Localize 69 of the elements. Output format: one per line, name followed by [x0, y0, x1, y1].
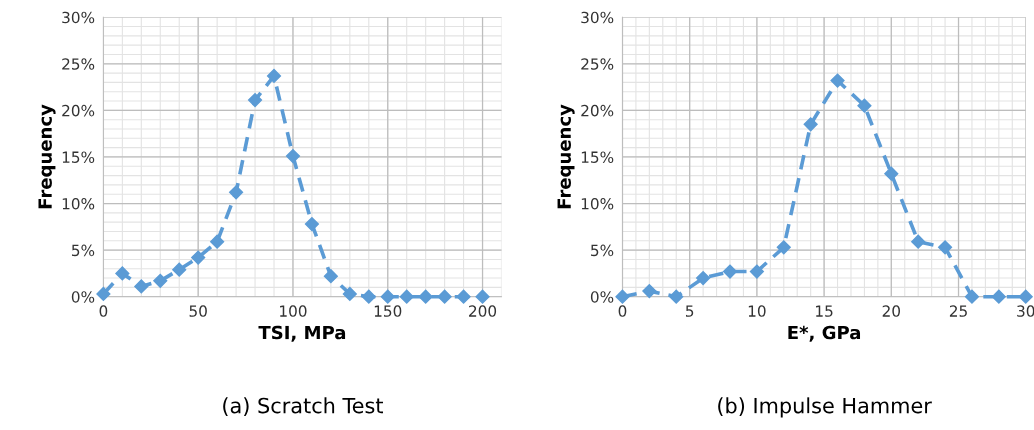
y-tick-label: 10%	[62, 198, 95, 210]
x-axis-title: TSI, MPa	[258, 325, 346, 342]
y-tick-label: 30%	[581, 11, 614, 24]
y-tick-label: 5%	[72, 244, 95, 257]
point	[475, 289, 490, 304]
x-axis-title: E*, GPa	[788, 325, 861, 342]
point	[361, 289, 376, 304]
point	[229, 185, 244, 200]
x-tick-label: 50	[189, 305, 207, 317]
point	[399, 289, 414, 304]
point	[172, 262, 187, 277]
point	[191, 250, 206, 265]
point	[615, 289, 630, 304]
point	[134, 279, 149, 294]
point	[884, 166, 899, 181]
point	[776, 240, 791, 255]
point	[991, 289, 1006, 304]
y-tick-label: 30%	[62, 11, 95, 24]
point	[911, 234, 926, 249]
point	[642, 284, 657, 299]
point	[285, 148, 301, 164]
point	[696, 270, 711, 286]
x-tick-label: 0	[618, 305, 627, 317]
point	[380, 289, 395, 304]
x-tick-label: 20	[882, 305, 901, 317]
point	[323, 269, 338, 284]
x-tick-label: 0	[99, 305, 108, 317]
point	[437, 289, 452, 304]
point	[210, 234, 225, 249]
y-tick-label: 20%	[581, 104, 614, 117]
point	[304, 216, 320, 232]
x-tick-label: 150	[374, 305, 402, 317]
point	[722, 264, 738, 279]
y-tick-label: 25%	[62, 58, 95, 70]
y-tick-label: 20%	[62, 104, 95, 117]
x-tick-label: 15	[816, 305, 833, 317]
point	[96, 286, 111, 301]
x-tick-label: 10	[748, 305, 766, 317]
x-tick-label: 5	[686, 305, 694, 317]
text: (a) Scratch Test	[223, 397, 384, 416]
point	[857, 98, 872, 113]
point	[342, 286, 357, 301]
point	[669, 289, 684, 304]
text: (b) Impulse Hammer	[718, 397, 932, 418]
x-tick-label: 200	[469, 305, 497, 317]
y-tick-label: 10%	[581, 198, 614, 210]
y-tick-label: 0%	[590, 291, 614, 303]
y-tick-label: 0%	[71, 291, 95, 303]
x-tick-label: 30	[1017, 305, 1034, 317]
point	[749, 264, 764, 279]
x-tick-label: 25	[949, 305, 967, 317]
y-axis-title: Frequency	[38, 104, 56, 209]
y-tick-label: 25%	[581, 58, 614, 70]
point	[247, 93, 263, 108]
y-tick-label: 5%	[591, 244, 614, 257]
point	[803, 117, 818, 132]
point	[115, 266, 130, 281]
point	[964, 289, 980, 304]
point	[1018, 289, 1033, 304]
y-tick-label: 15%	[62, 151, 95, 163]
point	[266, 68, 282, 83]
point	[456, 289, 471, 304]
point	[153, 273, 168, 288]
y-tick-label: 15%	[581, 151, 614, 163]
y-axis-title: Frequency	[557, 104, 575, 209]
point	[418, 289, 433, 304]
point	[830, 73, 845, 88]
point	[937, 240, 953, 255]
x-tick-label: 100	[280, 305, 307, 317]
